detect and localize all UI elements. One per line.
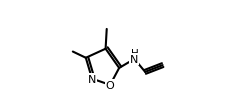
Text: H: H [130,48,138,58]
Text: N: N [130,54,138,64]
Text: N: N [87,74,96,84]
Text: O: O [105,80,114,90]
